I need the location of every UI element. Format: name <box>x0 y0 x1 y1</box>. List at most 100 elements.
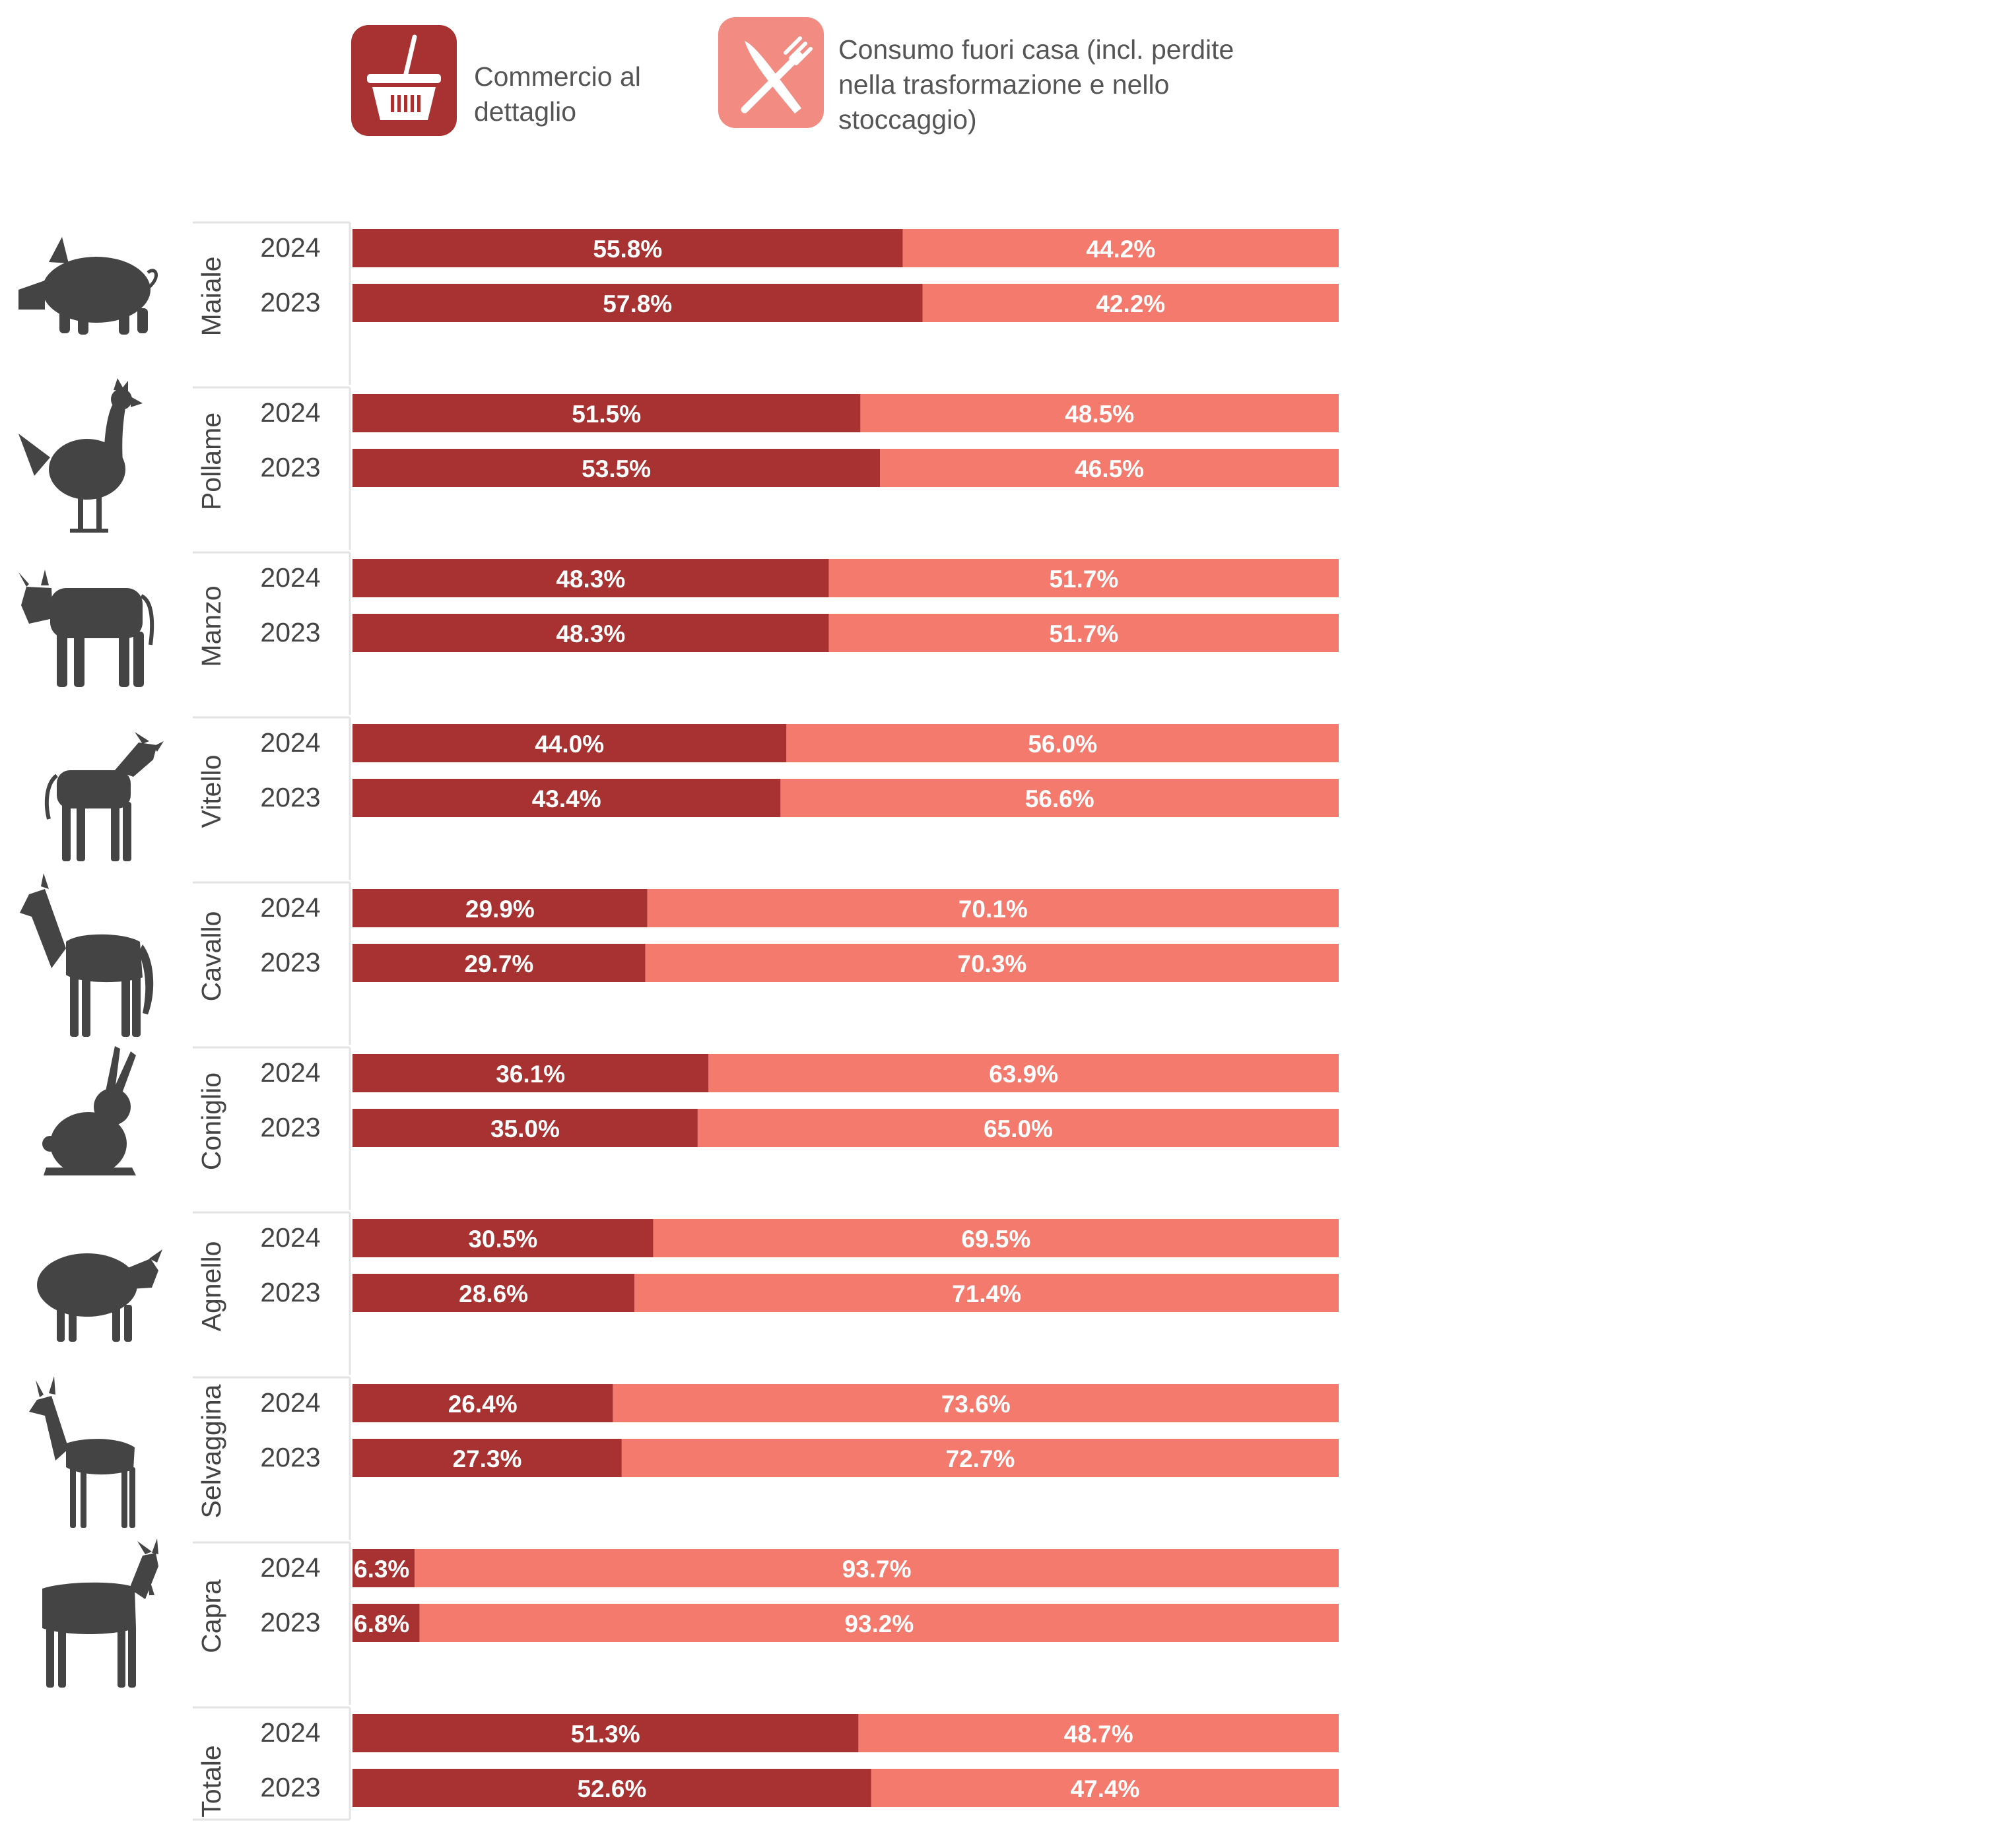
bar-label-retail: 6.8% <box>354 1610 409 1637</box>
legend-label-retail-line-2: dettaglio <box>474 96 576 127</box>
bar-retail <box>353 1549 415 1587</box>
bar-out-of-home <box>621 1439 1339 1477</box>
group-label: Maiale <box>196 257 226 337</box>
year-label: 2023 <box>260 782 320 812</box>
bar-out-of-home <box>613 1384 1339 1422</box>
bar-retail <box>353 1274 635 1312</box>
bar-label-out-of-home: 63.9% <box>989 1061 1058 1088</box>
year-label: 2023 <box>260 1112 320 1142</box>
bar-row: 2023 43.4% 56.6% <box>260 779 1339 817</box>
year-label: 2024 <box>260 1717 320 1748</box>
bar-row: 2023 6.8% 93.2% <box>260 1604 1339 1642</box>
year-label: 2023 <box>260 1442 320 1472</box>
bar-row: 2023 57.8% 42.2% <box>260 284 1339 322</box>
cow-icon <box>18 570 154 687</box>
calf-icon <box>44 732 164 861</box>
bar-row: 2024 48.3% 51.7% <box>260 559 1339 597</box>
bar-row: 2023 35.0% 65.0% <box>260 1109 1339 1147</box>
bar-retail <box>353 724 787 762</box>
group-pollame: Pollame 2024 51.5% 48.5% 2023 53.5% 46.5% <box>18 378 1339 550</box>
year-label: 2023 <box>260 1277 320 1307</box>
bar-retail <box>353 614 829 652</box>
bar-label-out-of-home: 70.1% <box>958 896 1028 923</box>
bar-row: 2024 36.1% 63.9% <box>260 1054 1339 1092</box>
bar-row: 2024 44.0% 56.0% <box>260 724 1339 762</box>
bar-label-out-of-home: 93.2% <box>844 1610 914 1637</box>
bar-row: 2024 29.9% 70.1% <box>260 889 1339 927</box>
bar-row: 2023 52.6% 47.4% <box>260 1769 1339 1807</box>
legend-item-retail: Commercio al dettaglio <box>351 25 641 136</box>
bar-retail <box>353 394 861 432</box>
bar-out-of-home <box>780 779 1339 817</box>
legend-label-out_of_home-line-1: Consumo fuori casa (incl. perdite <box>838 34 1234 65</box>
bar-out-of-home <box>902 229 1339 267</box>
bar-label-out-of-home: 47.4% <box>1070 1775 1139 1802</box>
bar-label-out-of-home: 65.0% <box>984 1115 1053 1142</box>
year-label: 2023 <box>260 1772 320 1802</box>
group-label: Coniglio <box>196 1072 226 1170</box>
bar-label-retail: 48.3% <box>556 620 625 647</box>
legend-label-out_of_home-line-3: stoccaggio) <box>838 104 977 135</box>
chart-groups: Maiale 2024 55.8% 44.2% 2023 57.8% 42.2% Pollam… <box>18 221 1339 1821</box>
bar-retail <box>353 284 923 322</box>
group-label: Pollame <box>196 412 226 510</box>
bar-label-retail: 53.5% <box>582 455 651 482</box>
bar-label-out-of-home: 70.3% <box>957 950 1026 977</box>
bar-row: 2024 55.8% 44.2% <box>260 229 1339 267</box>
bar-retail <box>353 1384 613 1422</box>
bar-row: 2024 6.3% 93.7% <box>260 1549 1339 1587</box>
bar-out-of-home <box>922 284 1339 322</box>
bar-row: 2023 27.3% 72.7% <box>260 1439 1339 1477</box>
bar-label-retail: 57.8% <box>603 290 672 317</box>
year-label: 2024 <box>260 1552 320 1583</box>
chicken-icon <box>18 378 143 533</box>
bar-label-out-of-home: 93.7% <box>842 1556 912 1583</box>
bar-out-of-home <box>697 1109 1339 1147</box>
bar-row: 2024 26.4% 73.6% <box>260 1384 1339 1422</box>
bar-label-retail: 44.0% <box>535 731 604 758</box>
year-label: 2024 <box>260 1387 320 1418</box>
bar-label-retail: 48.3% <box>556 566 625 593</box>
bar-out-of-home <box>419 1604 1339 1642</box>
group-coniglio: Coniglio 2024 36.1% 63.9% 2023 35.0% 65.0% <box>42 1046 1339 1210</box>
bar-label-out-of-home: 56.0% <box>1028 731 1097 758</box>
group-label: Cavallo <box>196 911 226 1002</box>
bar-label-retail: 6.3% <box>354 1556 409 1583</box>
group-label: Vitello <box>196 755 226 828</box>
group-agnello: Agnello 2024 30.5% 69.5% 2023 28.6% 71.4% <box>37 1211 1339 1375</box>
bar-row: 2024 51.3% 48.7% <box>260 1714 1339 1752</box>
group-label: Capra <box>196 1579 226 1653</box>
year-label: 2023 <box>260 1607 320 1637</box>
bar-out-of-home <box>634 1274 1339 1312</box>
shopping-basket-icon <box>351 25 457 136</box>
group-manzo: Manzo 2024 48.3% 51.7% 2023 48.3% 51.7% <box>18 551 1339 715</box>
bar-label-out-of-home: 69.5% <box>961 1226 1030 1253</box>
bar-out-of-home <box>653 1219 1339 1257</box>
bar-label-retail: 29.7% <box>464 950 533 977</box>
bar-label-out-of-home: 48.7% <box>1064 1721 1133 1748</box>
year-label: 2024 <box>260 892 320 923</box>
bar-row: 2023 28.6% 71.4% <box>260 1274 1339 1312</box>
bar-label-out-of-home: 72.7% <box>945 1445 1015 1472</box>
bar-label-retail: 30.5% <box>468 1226 537 1253</box>
bar-label-out-of-home: 51.7% <box>1049 566 1118 593</box>
group-label: Manzo <box>196 585 226 667</box>
bar-out-of-home <box>858 1714 1339 1752</box>
pig-icon <box>18 237 158 335</box>
bar-out-of-home <box>828 614 1339 652</box>
horse-icon <box>20 873 154 1037</box>
bar-out-of-home <box>645 944 1339 982</box>
year-label: 2024 <box>260 1057 320 1088</box>
year-label: 2024 <box>260 562 320 593</box>
bar-row: 2024 51.5% 48.5% <box>260 394 1339 432</box>
group-vitello: Vitello 2024 44.0% 56.0% 2023 43.4% 56.6% <box>44 716 1339 880</box>
group-label: Selvaggina <box>196 1384 226 1518</box>
bar-row: 2023 29.7% 70.3% <box>260 944 1339 982</box>
group-cavallo: Cavallo 2024 29.9% 70.1% 2023 29.7% 70.3% <box>20 873 1339 1045</box>
bar-label-retail: 51.5% <box>572 401 641 428</box>
legend-label-out_of_home-line-2: nella trasformazione e nello <box>838 69 1169 100</box>
bar-retail <box>353 1439 622 1477</box>
year-label: 2023 <box>260 287 320 317</box>
bar-retail <box>353 779 781 817</box>
